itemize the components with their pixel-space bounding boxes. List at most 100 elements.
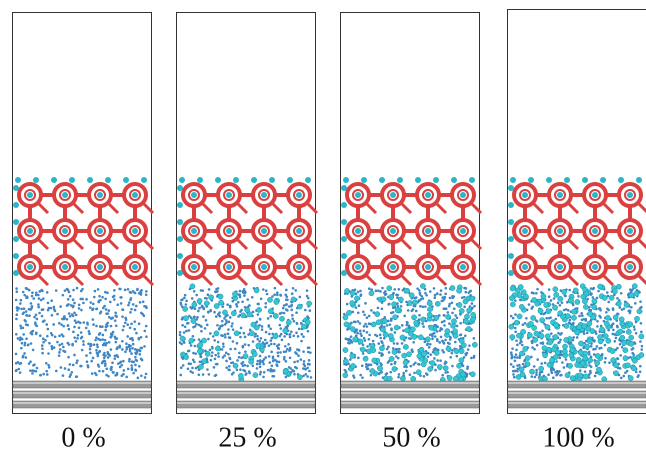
molecule [291, 317, 294, 320]
ion [191, 318, 196, 323]
molecule [17, 361, 20, 364]
ion [204, 301, 209, 306]
molecule [456, 316, 459, 319]
molecule [127, 288, 130, 291]
ion [291, 297, 296, 302]
molecule [90, 344, 93, 347]
molecule [545, 317, 548, 320]
molecule [454, 314, 457, 317]
molecule [47, 302, 50, 305]
molecule [259, 318, 262, 321]
molecule [194, 345, 197, 348]
molecule [104, 291, 107, 294]
ion [584, 344, 589, 349]
molecule [366, 316, 369, 319]
ion [570, 348, 575, 353]
molecule [306, 367, 309, 370]
molecule [449, 356, 452, 359]
molecule [260, 298, 263, 301]
ion [209, 295, 214, 300]
ion [205, 351, 210, 356]
molecule [230, 325, 233, 328]
ion [403, 344, 408, 349]
ion [387, 286, 392, 291]
molecule [97, 364, 100, 367]
molecule [95, 374, 98, 377]
molecule [619, 367, 622, 370]
molecule [41, 352, 44, 355]
molecule [143, 305, 146, 308]
molecule [563, 366, 566, 369]
molecule [102, 370, 105, 373]
molecule [286, 309, 289, 312]
ion [542, 353, 547, 358]
molecule [470, 357, 473, 360]
molecule [30, 302, 33, 305]
molecule [89, 306, 92, 309]
molecule [15, 333, 18, 336]
molecule [464, 334, 467, 337]
metal-atom [191, 192, 197, 198]
molecule [228, 365, 231, 368]
molecule [251, 296, 254, 299]
molecule [553, 297, 556, 300]
molecule [97, 301, 100, 304]
molecule [513, 376, 516, 379]
molecule [607, 301, 610, 304]
molecule [593, 287, 596, 290]
electrode [341, 381, 479, 408]
molecule [237, 315, 240, 318]
cap-atom [510, 177, 516, 183]
ion [623, 356, 628, 361]
graphene-layer [13, 401, 151, 408]
molecule [259, 362, 262, 365]
linker [202, 239, 212, 249]
molecule [439, 293, 442, 296]
molecule [441, 321, 444, 324]
molecule [300, 358, 303, 361]
molecule [212, 335, 215, 338]
molecule [98, 295, 101, 298]
cap-atom [341, 185, 347, 191]
molecule [138, 353, 141, 356]
panel: 100 % [508, 10, 646, 454]
ion [554, 292, 559, 297]
molecule [275, 363, 278, 366]
molecule [368, 338, 371, 341]
cap-atom [341, 253, 347, 259]
molecule [105, 308, 108, 311]
molecule [620, 292, 623, 295]
metal-atom [627, 192, 633, 198]
molecule [239, 294, 242, 297]
molecule [268, 355, 271, 358]
molecule [138, 338, 141, 341]
molecule [568, 321, 571, 324]
molecule [94, 290, 97, 293]
molecule [34, 323, 37, 326]
ion [565, 373, 570, 378]
molecule [284, 345, 287, 348]
molecule [135, 305, 138, 308]
ion [198, 364, 203, 369]
molecule [525, 317, 528, 320]
molecule [130, 323, 133, 326]
ion [509, 296, 514, 301]
molecule [22, 312, 25, 315]
ion [604, 321, 609, 326]
molecule [189, 306, 192, 309]
molecule [79, 298, 82, 301]
molecule [514, 299, 517, 302]
linker [603, 275, 613, 285]
molecule [114, 374, 117, 377]
molecule [463, 305, 466, 308]
molecule [516, 356, 519, 359]
cap-atom [546, 177, 552, 183]
molecule [69, 363, 72, 366]
molecule [292, 334, 295, 337]
ion [360, 347, 365, 352]
molecule [229, 336, 232, 339]
molecule [631, 289, 634, 292]
molecule [143, 345, 146, 348]
molecule [105, 368, 108, 371]
molecule [108, 354, 111, 357]
